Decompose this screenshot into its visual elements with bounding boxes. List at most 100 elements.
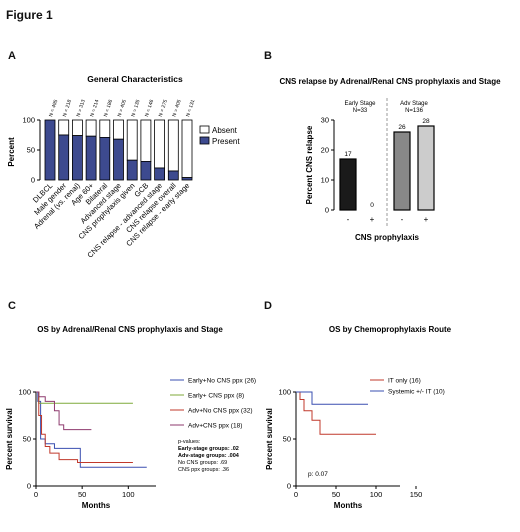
km-line-it-only-16 [296, 391, 376, 435]
y-tick-label: 50 [23, 435, 31, 444]
legend-label-absent: Absent [212, 126, 238, 135]
bar-present-gcb [140, 161, 152, 181]
chart-title: General Characteristics [87, 74, 183, 84]
pvalue-line-3: No CNS groups: .69 [178, 460, 227, 466]
y-tick-label: 0 [287, 482, 291, 491]
pvalue-line-1: Early-stage groups: .02 [178, 446, 239, 452]
bar-absent-cns-relapse-advanced-stage [154, 119, 166, 169]
y-tick-label: 0 [31, 176, 35, 185]
bar-present-cns-relapse-overall [167, 170, 179, 181]
y-axis-label: Percent survival [265, 408, 274, 470]
bar-present-adrenal-vs-renal [72, 135, 83, 181]
pvalue-line-2: Adv-stage groups: .004 [178, 453, 240, 459]
legend-swatch-absent [199, 125, 210, 134]
bar-absent-advanced-stage [113, 119, 124, 140]
bar-absent-age-60 [85, 119, 97, 137]
chart-os-chemoprophylaxis: OS by Chemoprophylaxis Route Percent surv… [265, 325, 452, 510]
bar-1 [339, 158, 357, 211]
x-tick-label-2: + [370, 215, 375, 224]
y-tick-label: 50 [27, 146, 35, 155]
value-label-1: 17 [344, 151, 352, 158]
bar-present-bilateral [99, 137, 111, 181]
n-label: N = 405 [171, 99, 182, 118]
x-tick-label: 150 [410, 490, 423, 499]
y-axis-label: Percent CNS relapse [305, 125, 314, 204]
y-tick-label: 30 [321, 116, 329, 125]
x-tick-label: 0 [34, 490, 38, 499]
chart-title: OS by Adrenal/Renal CNS prophylaxis and … [37, 325, 223, 334]
y-tick-label: 50 [283, 435, 291, 444]
chart-os-prophylaxis-stage: OS by Adrenal/Renal CNS prophylaxis and … [5, 325, 256, 510]
pvalue-line-4: CNS ppx groups: .36 [178, 467, 229, 473]
x-tick-label: 0 [294, 490, 298, 499]
panel-label-c: C [8, 300, 16, 312]
n-label: N = 186 [103, 99, 114, 118]
legend-label-adv-no-cns-ppx-32: Adv+No CNS ppx (32) [188, 408, 253, 415]
bar-present-male-gender [58, 134, 70, 181]
y-tick-label: 100 [22, 116, 35, 125]
x-tick-label: 50 [78, 490, 86, 499]
bar-absent-bilateral [99, 119, 111, 138]
legend-label-early-cns-ppx-8: Early+ CNS ppx (8) [188, 393, 244, 400]
x-axis-label: Months [334, 501, 363, 510]
chart-title: OS by Chemoprophylaxis Route [329, 325, 452, 334]
panel-label-b: B [264, 50, 272, 62]
y-axis-label: Percent [7, 137, 16, 167]
bar-absent-male-gender [58, 119, 70, 136]
bar-absent-cns-relapse-early-stage [181, 119, 193, 178]
value-label-2: 0 [370, 202, 374, 209]
n-label: N = 131 [185, 99, 196, 118]
x-axis-label: Months [82, 501, 111, 510]
legend-swatch-present [199, 136, 210, 145]
p-value-annotation: p: 0.07 [308, 471, 328, 478]
x-tick-label-4: + [424, 215, 429, 224]
bar-present-cns-relapse-early-stage [181, 177, 193, 181]
figure-title: Figure 1 [6, 8, 53, 22]
bar-present-age-60 [85, 135, 97, 181]
n-label: N = 313 [76, 99, 87, 118]
bar-present-advanced-stage [113, 138, 124, 181]
n-label: N = 275 [158, 99, 169, 118]
bar-3 [393, 131, 411, 211]
y-tick-label: 0 [325, 206, 329, 215]
legend-label-present: Present [212, 137, 240, 146]
n-label: N = 495 [48, 99, 59, 118]
x-axis-label: CNS prophylaxis [355, 233, 420, 242]
bar-absent-cns-prophylaxis-given [126, 119, 138, 161]
y-tick-label: 10 [321, 176, 329, 185]
panel-label-a: A [8, 50, 16, 62]
group-n-adv-stage: N=136 [405, 108, 424, 114]
value-label-3: 26 [398, 124, 406, 131]
legend-label-it-only-16: IT only (16) [388, 378, 421, 385]
chart-general-characteristics: General Characteristics Percent 0 50 100 N = … [7, 74, 240, 260]
km-line-systemic-it-10 [296, 391, 368, 405]
chart-title: CNS relapse by Adrenal/Renal CNS prophyl… [279, 77, 501, 86]
y-axis-label: Percent survival [5, 408, 14, 470]
bar-absent-gcb [140, 119, 152, 162]
bar-4 [417, 125, 435, 211]
x-tick-label: 100 [370, 490, 383, 499]
n-label: N = 146 [144, 99, 155, 118]
legend-label-systemic-it-10: Systemic +/- IT (10) [388, 389, 445, 396]
group-label-adv-stage: Adv Stage [400, 101, 428, 107]
group-label-early-stage: Early Stage [344, 101, 376, 107]
pvalues-title: p-values: [178, 439, 201, 445]
panel-label-d: D [264, 300, 272, 312]
km-line-adv-no-cns-ppx-32 [36, 391, 133, 463]
group-n-early-stage: N=33 [353, 108, 368, 114]
bar-present-dlbcl [44, 119, 56, 181]
x-tick-label-1: - [347, 215, 350, 224]
value-label-4: 28 [422, 118, 430, 125]
x-tick-label-3: - [401, 215, 404, 224]
n-label: N = 218 [62, 99, 73, 118]
y-tick-label: 20 [321, 146, 329, 155]
bar-present-cns-relapse-advanced-stage [154, 167, 166, 181]
x-tick-label: 100 [122, 490, 135, 499]
y-tick-label: 0 [27, 482, 31, 491]
y-tick-label: 100 [18, 388, 31, 397]
x-tick-label: 50 [332, 490, 340, 499]
legend-label-adv-cns-ppx-18: Adv+CNS ppx (18) [188, 423, 242, 430]
n-label: N = 135 [130, 99, 141, 118]
bar-absent-adrenal-vs-renal [72, 119, 83, 136]
